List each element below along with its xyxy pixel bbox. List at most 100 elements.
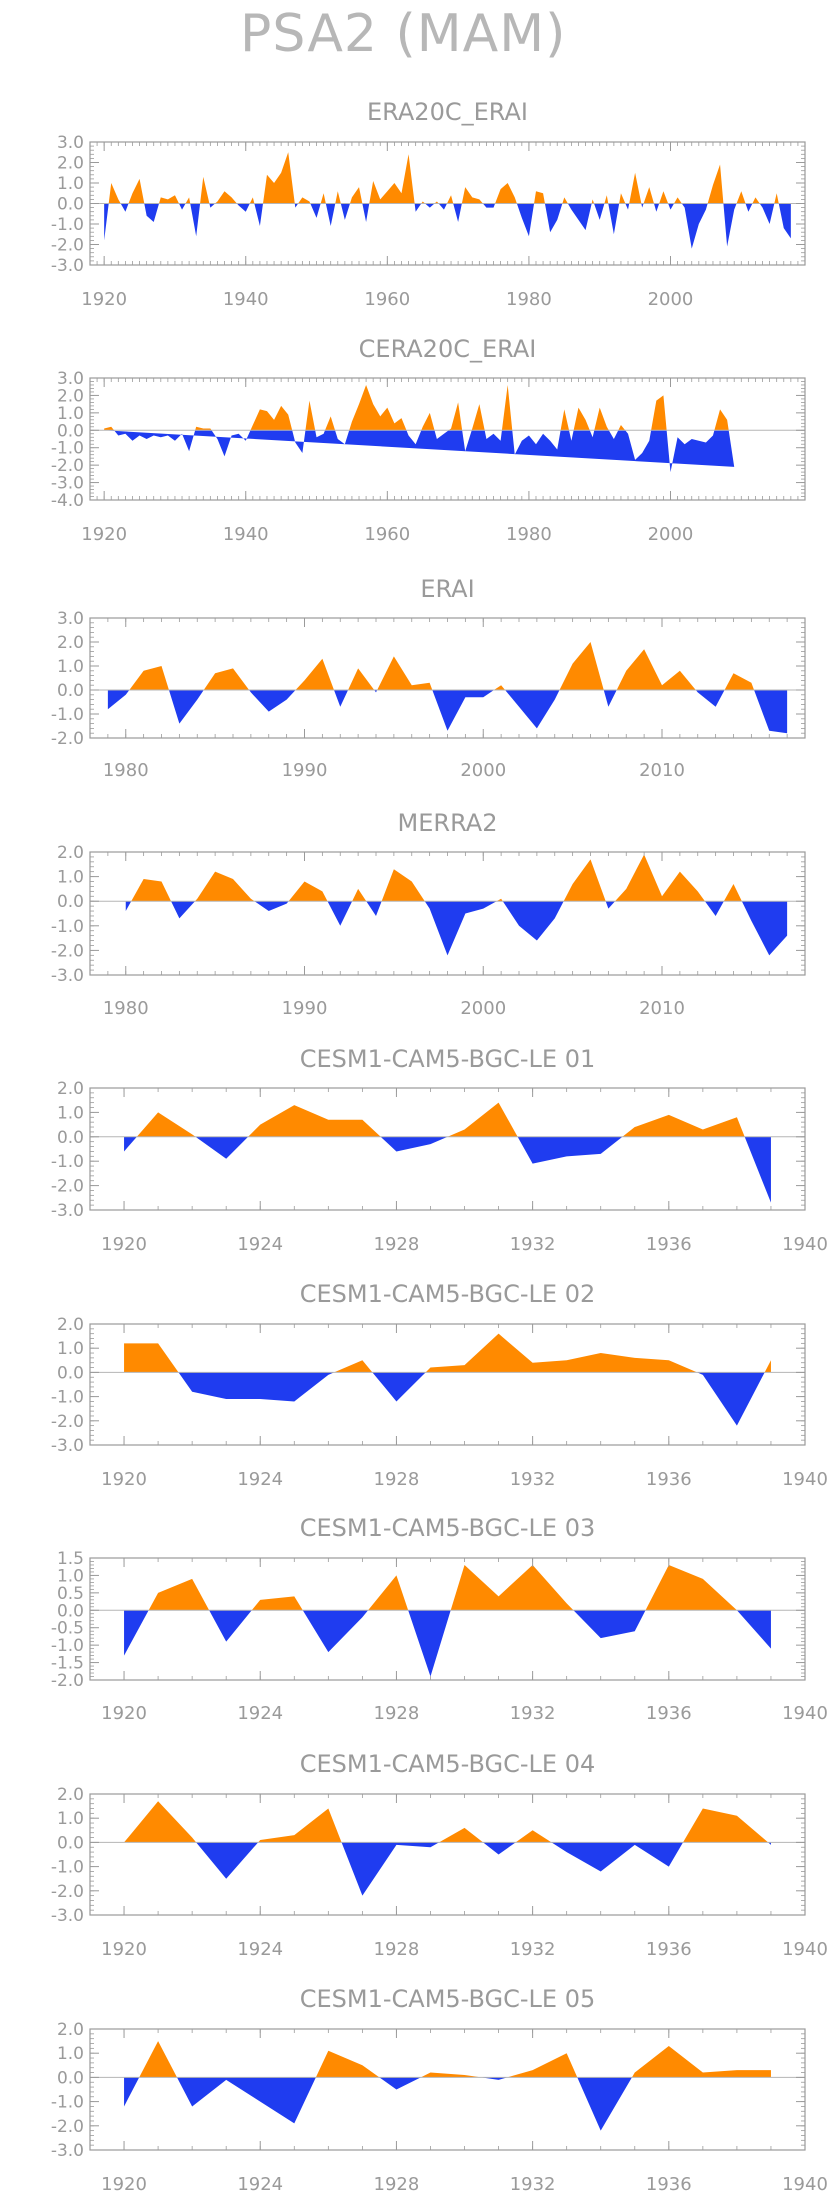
x-tick-label: 1990 <box>282 760 328 781</box>
plot-frame <box>89 377 806 501</box>
x-tick-label: 2010 <box>639 998 685 1019</box>
negative-area <box>196 1842 771 1896</box>
y-tick-label: -1.5 <box>51 1654 84 1674</box>
y-tick-label: 2.0 <box>57 154 84 174</box>
x-tick-label: 2000 <box>648 289 694 310</box>
panel-title: CESM1-CAM5-BGC-LE 01 <box>300 1045 596 1073</box>
x-tick-label: 1940 <box>782 1469 828 1490</box>
x-tick-label: 1920 <box>81 524 127 545</box>
y-tick-label: 0.0 <box>57 1601 84 1621</box>
panel-title: ERA20C_ERAI <box>367 98 528 126</box>
x-tick-label: 1932 <box>510 1939 556 1960</box>
y-tick-label: 0.0 <box>57 1363 84 1383</box>
plot-frame <box>89 1557 806 1681</box>
x-tick-label: 2010 <box>639 760 685 781</box>
panel-title: ERAI <box>420 575 474 603</box>
figure-title: PSA2 (MAM) <box>240 4 567 64</box>
x-tick-label: 1928 <box>374 1469 420 1490</box>
chart-panel-9: CESM1-CAM5-BGC-LE 05 -3.0 -2.0 -1.0 0.0 1.0 2.… <box>51 1985 828 2195</box>
positive-area <box>104 152 791 204</box>
x-tick-label: 1924 <box>237 1234 283 1255</box>
y-tick-label: 3.0 <box>57 369 84 389</box>
x-tick-label: 1924 <box>237 1939 283 1960</box>
x-tick-label: 1940 <box>223 289 269 310</box>
plot-frame <box>89 1323 806 1446</box>
positive-area <box>148 1564 737 1611</box>
y-tick-label: 1.0 <box>57 404 84 424</box>
y-tick-label: -0.5 <box>51 1619 84 1639</box>
x-tick-label: 1960 <box>364 524 410 545</box>
negative-area <box>124 2077 771 2131</box>
x-tick-label: 1940 <box>782 1939 828 1960</box>
x-tick-label: 1920 <box>101 1234 147 1255</box>
y-tick-label: 3.0 <box>57 609 84 629</box>
y-tick-label: 0.0 <box>57 195 84 215</box>
y-tick-label: 2.0 <box>57 1785 84 1805</box>
y-tick-label: 1.0 <box>57 2044 84 2064</box>
x-tick-label: 1924 <box>237 2174 283 2195</box>
positive-area <box>136 1102 745 1137</box>
y-tick-label: 2.0 <box>57 843 84 863</box>
positive-area <box>107 642 788 690</box>
x-tick-label: 1940 <box>223 524 269 545</box>
y-tick-label: 0.0 <box>57 1833 84 1853</box>
chart-panel-2: CERA20C_ERAI -4.0-3.0-2.0-1.00.01.02.03.0… <box>51 335 806 545</box>
x-tick-label: 1936 <box>646 1703 692 1724</box>
panel-title: CESM1-CAM5-BGC-LE 02 <box>300 1280 596 1308</box>
y-tick-label: 1.0 <box>57 1103 84 1123</box>
x-tick-label: 1928 <box>374 1939 420 1960</box>
x-tick-label: 1940 <box>782 1703 828 1724</box>
plot-frame <box>89 1793 806 1916</box>
chart-panel-1: ERA20C_ERAI -3.0-2.0-1.00.01.02.03.0 1920 1… <box>51 98 806 310</box>
y-tick-label: 0.0 <box>57 892 84 912</box>
y-tick-label: -3.0 <box>51 1436 84 1456</box>
x-tick-label: 1924 <box>237 1703 283 1724</box>
x-tick-label: 2000 <box>648 524 694 545</box>
y-tick-label: -2.0 <box>51 729 84 749</box>
chart-panel-5: CESM1-CAM5-BGC-LE 01 -3.0 -2.0 -1.0 0.0 1.0 2.… <box>51 1045 828 1255</box>
x-tick-label: 1936 <box>646 1939 692 1960</box>
y-tick-label: 0.0 <box>57 1128 84 1148</box>
x-tick-label: 1920 <box>101 1939 147 1960</box>
x-tick-label: 1936 <box>646 1469 692 1490</box>
x-tick-label: 1960 <box>364 289 410 310</box>
y-tick-label: 1.0 <box>57 1809 84 1829</box>
x-tick-label: 1928 <box>374 2174 420 2195</box>
x-tick-label: 1932 <box>510 1234 556 1255</box>
y-tick-label: 2.0 <box>57 633 84 653</box>
x-tick-label: 1920 <box>101 1469 147 1490</box>
y-tick-label: -3.0 <box>51 1201 84 1221</box>
positive-area <box>124 1333 771 1373</box>
x-tick-label: 1980 <box>103 760 149 781</box>
y-tick-label: -2.0 <box>51 2117 84 2137</box>
y-tick-label: 2.0 <box>57 2020 84 2040</box>
chart-panel-6: CESM1-CAM5-BGC-LE 02 -3.0 -2.0 -1.0 0.0 1.0 2.… <box>51 1280 828 1490</box>
x-tick-label: 1980 <box>506 289 552 310</box>
y-tick-label: -2.0 <box>51 941 84 961</box>
x-tick-label: 1928 <box>374 1234 420 1255</box>
plot-frame <box>89 1087 806 1211</box>
x-tick-label: 1932 <box>510 1469 556 1490</box>
negative-area <box>107 690 788 734</box>
panel-title: CESM1-CAM5-BGC-LE 05 <box>300 1985 596 2013</box>
y-tick-label: 1.0 <box>57 657 84 677</box>
panel-title: CESM1-CAM5-BGC-LE 03 <box>300 1514 596 1542</box>
chart-panel-8: CESM1-CAM5-BGC-LE 04 -3.0 -2.0 -1.0 0.0 1.0 2.… <box>51 1750 828 1960</box>
y-tick-label: -2.0 <box>51 1882 84 1902</box>
positive-area <box>124 1801 771 1843</box>
y-tick-label: 1.0 <box>57 174 84 194</box>
negative-area <box>178 1372 765 1426</box>
y-tick-label: 1.5 <box>57 1549 84 1569</box>
y-tick-label: -1.0 <box>51 1636 84 1656</box>
y-tick-label: -1.0 <box>51 705 84 725</box>
x-tick-label: 1940 <box>782 1234 828 1255</box>
panel-title: CERA20C_ERAI <box>359 335 537 363</box>
y-tick-label: 3.0 <box>57 133 84 153</box>
panel-title: CESM1-CAM5-BGC-LE 04 <box>300 1750 596 1778</box>
x-tick-label: 2000 <box>460 760 506 781</box>
x-tick-label: 1924 <box>237 1469 283 1490</box>
y-tick-label: -1.0 <box>51 215 84 235</box>
chart-panel-3: ERAI -2.0 -1.0 0.0 1.0 2.0 3.0 1980 1990 2000 2010 <box>51 575 806 781</box>
x-tick-label: 1940 <box>782 2174 828 2195</box>
y-tick-label: -1.0 <box>51 1858 84 1878</box>
